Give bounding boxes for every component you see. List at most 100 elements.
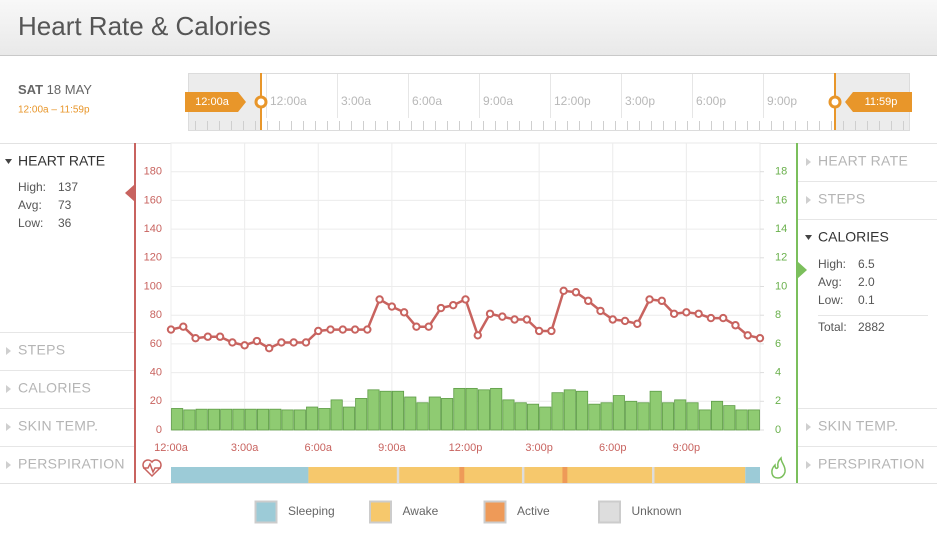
bar xyxy=(281,409,294,431)
timeline-handle[interactable] xyxy=(254,95,268,109)
point xyxy=(179,322,188,331)
stat-value: 6.5 xyxy=(858,257,875,271)
point xyxy=(755,333,765,343)
bar xyxy=(576,390,589,431)
panel-title[interactable]: CALORIES xyxy=(818,229,889,245)
stat-label: Low: xyxy=(818,293,843,307)
point xyxy=(338,325,347,334)
bar xyxy=(355,398,368,431)
y-tick-label: 60 xyxy=(150,338,162,350)
point xyxy=(522,315,532,324)
timeline-handle[interactable] xyxy=(828,95,842,109)
point xyxy=(706,313,716,323)
panel-item[interactable]: STEPS xyxy=(818,191,865,207)
legend-swatch xyxy=(369,500,392,524)
point xyxy=(473,331,482,340)
bar xyxy=(379,390,392,431)
collapse-arrow xyxy=(806,423,811,431)
y2-tick-label: 4 xyxy=(775,367,781,379)
x-tick-label: 3:00p xyxy=(525,442,553,454)
timeline-tick-label: 6:00a xyxy=(412,94,442,108)
y2-tick-label: 8 xyxy=(775,309,781,321)
point xyxy=(240,341,249,350)
date-text: 18 MAY xyxy=(47,82,93,97)
point xyxy=(731,321,740,330)
bar xyxy=(600,402,613,431)
bar xyxy=(735,409,748,431)
stat-label: High: xyxy=(818,257,846,271)
y2-tick-label: 6 xyxy=(775,338,781,350)
legend-swatch xyxy=(483,500,507,524)
point xyxy=(203,332,213,341)
y2-tick-label: 0 xyxy=(775,424,781,436)
bar xyxy=(220,408,233,431)
point xyxy=(596,306,605,316)
bar xyxy=(342,406,355,431)
panel-item[interactable]: PERSPIRATION xyxy=(18,456,125,472)
y-tick-label: 120 xyxy=(144,252,162,264)
stat-label: Total: xyxy=(818,320,847,334)
panel-item[interactable]: HEART RATE xyxy=(818,153,908,169)
legend-label: Unknown xyxy=(632,504,682,518)
point xyxy=(608,315,617,324)
right-indicator xyxy=(797,261,807,279)
x-tick-label: 6:00p xyxy=(599,442,627,454)
timeline-tick-label: 3:00a xyxy=(341,94,371,108)
y-tick-label: 180 xyxy=(144,166,162,178)
bar xyxy=(502,399,515,431)
bar xyxy=(232,408,245,431)
stat-label: High: xyxy=(18,180,46,194)
point xyxy=(436,303,446,313)
point xyxy=(657,296,667,306)
bar xyxy=(183,409,196,431)
heart-icon xyxy=(142,459,162,478)
timeline[interactable]: 12:00a 3:00a 6:00a 9:00a 12:00p 3:00p 6:00p 9:0… xyxy=(185,73,912,131)
panel-item[interactable]: STEPS xyxy=(18,342,65,358)
bar xyxy=(686,402,699,431)
point xyxy=(571,288,581,297)
bar xyxy=(490,387,503,431)
y-tick-label: 0 xyxy=(156,424,162,436)
stat-value: 0.1 xyxy=(858,293,875,307)
y2-tick-label: 12 xyxy=(775,252,787,264)
panel-item[interactable]: PERSPIRATION xyxy=(818,456,925,472)
panel-item[interactable]: CALORIES xyxy=(18,380,91,396)
legend-label: Sleeping xyxy=(288,504,335,518)
point xyxy=(289,338,298,347)
bar xyxy=(551,392,564,431)
collapse-arrow xyxy=(6,347,11,355)
panel-item[interactable]: SKIN TEMP. xyxy=(18,418,98,434)
point xyxy=(584,296,593,306)
panel-title[interactable]: HEART RATE xyxy=(18,153,105,169)
point xyxy=(399,308,409,317)
activity-segment xyxy=(459,467,465,483)
point xyxy=(424,322,433,331)
point xyxy=(694,309,703,318)
point xyxy=(645,295,654,304)
bar xyxy=(171,408,184,431)
bar xyxy=(330,399,343,431)
date: SAT 18 MAY xyxy=(18,82,92,97)
activity-segment xyxy=(396,467,400,483)
y2-tick-label: 2 xyxy=(775,395,781,407)
bar xyxy=(244,408,257,431)
stat-value: 2.0 xyxy=(858,275,875,289)
activity-segment xyxy=(562,467,568,483)
y-tick-label: 160 xyxy=(144,194,162,206)
bar xyxy=(747,409,760,431)
bar xyxy=(207,408,220,431)
x-tick-label: 9:00a xyxy=(378,442,406,454)
collapse-arrow xyxy=(806,158,811,166)
activity-segment xyxy=(521,467,525,483)
bar xyxy=(637,402,650,431)
point xyxy=(620,316,630,326)
panel-item[interactable]: SKIN TEMP. xyxy=(818,418,898,434)
y-tick-label: 20 xyxy=(150,395,162,407)
point xyxy=(215,332,225,341)
timeline-tick-label: 12:00a xyxy=(270,94,307,108)
point xyxy=(166,325,176,334)
point xyxy=(743,331,752,340)
activity-segment xyxy=(308,467,746,483)
timeline-tick-label: 9:00p xyxy=(767,94,797,108)
point xyxy=(350,325,360,334)
